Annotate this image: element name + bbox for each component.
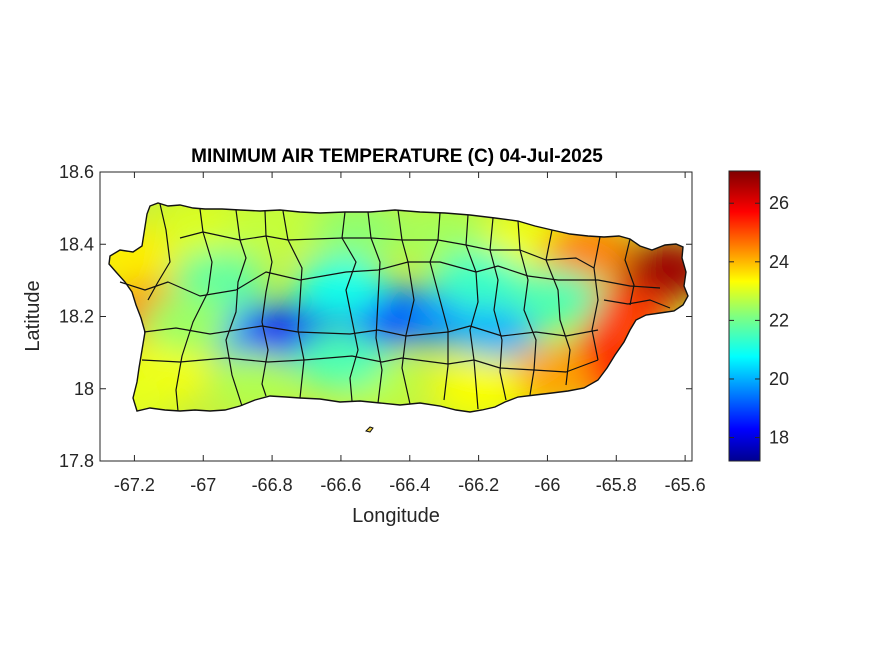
- municipality-boundary: [591, 236, 601, 361]
- temperature-sample: [109, 225, 174, 286]
- colorbar-tick-label: 26: [769, 193, 789, 213]
- temperature-sample: [157, 203, 250, 257]
- municipality-boundary: [179, 231, 595, 269]
- island-coastline: [108, 202, 689, 413]
- y-axis-label: Latitude: [22, 280, 44, 351]
- x-tick-label: -66.4: [389, 475, 430, 495]
- municipality-boundary: [225, 209, 247, 407]
- temperature-sample: [508, 268, 601, 329]
- municipality-boundary: [603, 299, 671, 309]
- municipality-boundary: [175, 208, 213, 412]
- municipality-boundary: [341, 211, 359, 402]
- temperature-sample: [621, 239, 688, 300]
- x-axis-ticks: -67.2 -67 -66.8 -66.6 -66.4 -66.2 -66 -65.8 -65.…: [114, 172, 706, 495]
- municipality-boundary: [624, 238, 635, 306]
- x-tick-label: -66: [534, 475, 560, 495]
- municipality-boundaries: [119, 203, 671, 412]
- x-tick-label: -67: [190, 475, 216, 495]
- x-tick-label: -65.8: [596, 475, 637, 495]
- y-tick-label: 17.8: [59, 451, 94, 471]
- municipality-boundary: [545, 229, 571, 386]
- x-tick-label: -66.2: [458, 475, 499, 495]
- temperature-sample: [140, 293, 233, 354]
- y-axis-ticks: 18.6 18.4 18.2 18 17.8: [59, 162, 692, 471]
- colorbar-ticks: 26 24 22 20 18: [729, 193, 789, 448]
- temperature-sample: [432, 250, 525, 311]
- islet-caja-de-muertos: [365, 426, 374, 433]
- temperature-sample: [294, 329, 387, 390]
- colorbar-tick-label: 20: [769, 369, 789, 389]
- temperature-sample: [312, 203, 405, 260]
- chart-title: MINIMUM AIR TEMPERATURE (C) 04-Jul-2025: [191, 146, 603, 167]
- municipality-boundary: [147, 203, 171, 301]
- x-tick-label: -66.6: [320, 475, 361, 495]
- municipality-boundary: [141, 355, 599, 373]
- x-tick-label: -65.6: [665, 475, 706, 495]
- colorbar-tick-label: 24: [769, 252, 789, 272]
- y-tick-label: 18.6: [59, 162, 94, 182]
- colorbar-tick-label: 22: [769, 310, 789, 330]
- colorbar: [728, 170, 761, 462]
- y-tick-label: 18: [74, 379, 94, 399]
- y-tick-label: 18.4: [59, 234, 94, 254]
- municipality-boundary: [119, 261, 661, 297]
- municipality-boundary: [143, 325, 599, 337]
- municipality-boundary: [261, 210, 273, 397]
- temperature-sample: [294, 257, 387, 318]
- y-tick-label: 18.2: [59, 307, 94, 327]
- x-tick-label: -67.2: [114, 475, 155, 495]
- x-axis-label: Longitude: [352, 505, 440, 527]
- colorbar-tick-label: 18: [769, 428, 789, 448]
- x-tick-label: -66.8: [252, 475, 293, 495]
